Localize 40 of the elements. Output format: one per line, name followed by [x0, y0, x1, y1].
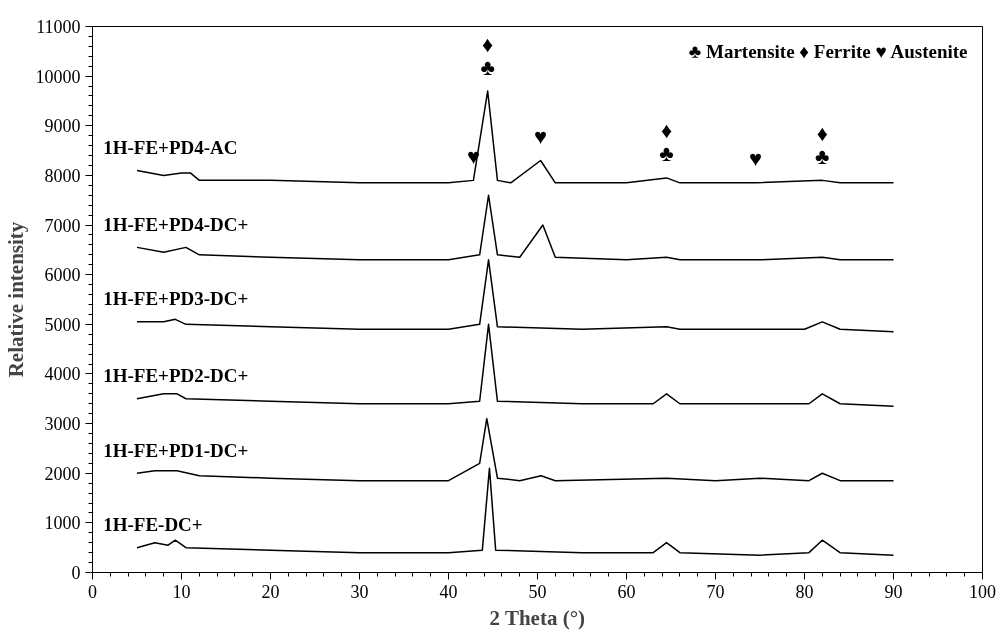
x-tick-label: 100 [969, 581, 996, 602]
annotation: ♦ [816, 120, 828, 146]
x-tick-label: 90 [884, 581, 903, 602]
y-tick-label: 9000 [44, 116, 81, 137]
annotation: ♥ [534, 124, 548, 150]
x-tick-label: 40 [439, 581, 458, 602]
x-tick-label: 50 [528, 581, 547, 602]
y-tick-label: 7000 [44, 215, 81, 236]
annotation: ♣ Martensite ♦ Ferrite ♥ Austenite [688, 40, 968, 62]
y-tick-label: 11000 [36, 17, 81, 37]
annotation: ♦ [482, 31, 494, 57]
y-tick-label: 8000 [44, 165, 81, 186]
annotation: ♦ [660, 118, 673, 144]
x-axis-title: 2 Theta (°) [489, 605, 586, 630]
series-label: 1H-FE+PD2-DC+ [103, 365, 249, 387]
x-tick-label: 60 [617, 581, 636, 602]
series-label: 1H-FE+PD3-DC+ [103, 288, 249, 310]
annotation: ♣ [480, 54, 495, 80]
annotation: ♥ [749, 146, 763, 172]
y-tick-label: 3000 [44, 414, 81, 435]
y-tick-label: 0 [71, 563, 81, 583]
x-tick-label: 10 [172, 581, 191, 602]
series-label: 1H-FE+PD1-DC+ [103, 439, 249, 461]
y-tick-label: 6000 [44, 265, 81, 286]
annotation: ♣ [815, 143, 830, 169]
y-tick-label: 10000 [35, 66, 81, 87]
annotation: ♣ [659, 141, 674, 167]
series-label: 1H-FE-DC+ [103, 514, 203, 536]
y-tick-label: 4000 [44, 364, 81, 385]
x-tick-label: 80 [795, 581, 814, 602]
x-tick-label: 0 [88, 581, 97, 602]
y-axis-title: Relative intensity [3, 221, 28, 378]
x-tick-label: 70 [706, 581, 725, 602]
x-tick-label: 30 [350, 581, 369, 602]
y-tick-label: 2000 [44, 463, 81, 484]
x-tick-label: 20 [261, 581, 280, 602]
y-tick-label: 5000 [44, 314, 81, 335]
series-label: 1H-FE+PD4-AC [103, 137, 238, 159]
series-label: 1H-FE+PD4-DC+ [103, 213, 249, 235]
y-tick-label: 1000 [44, 513, 81, 534]
